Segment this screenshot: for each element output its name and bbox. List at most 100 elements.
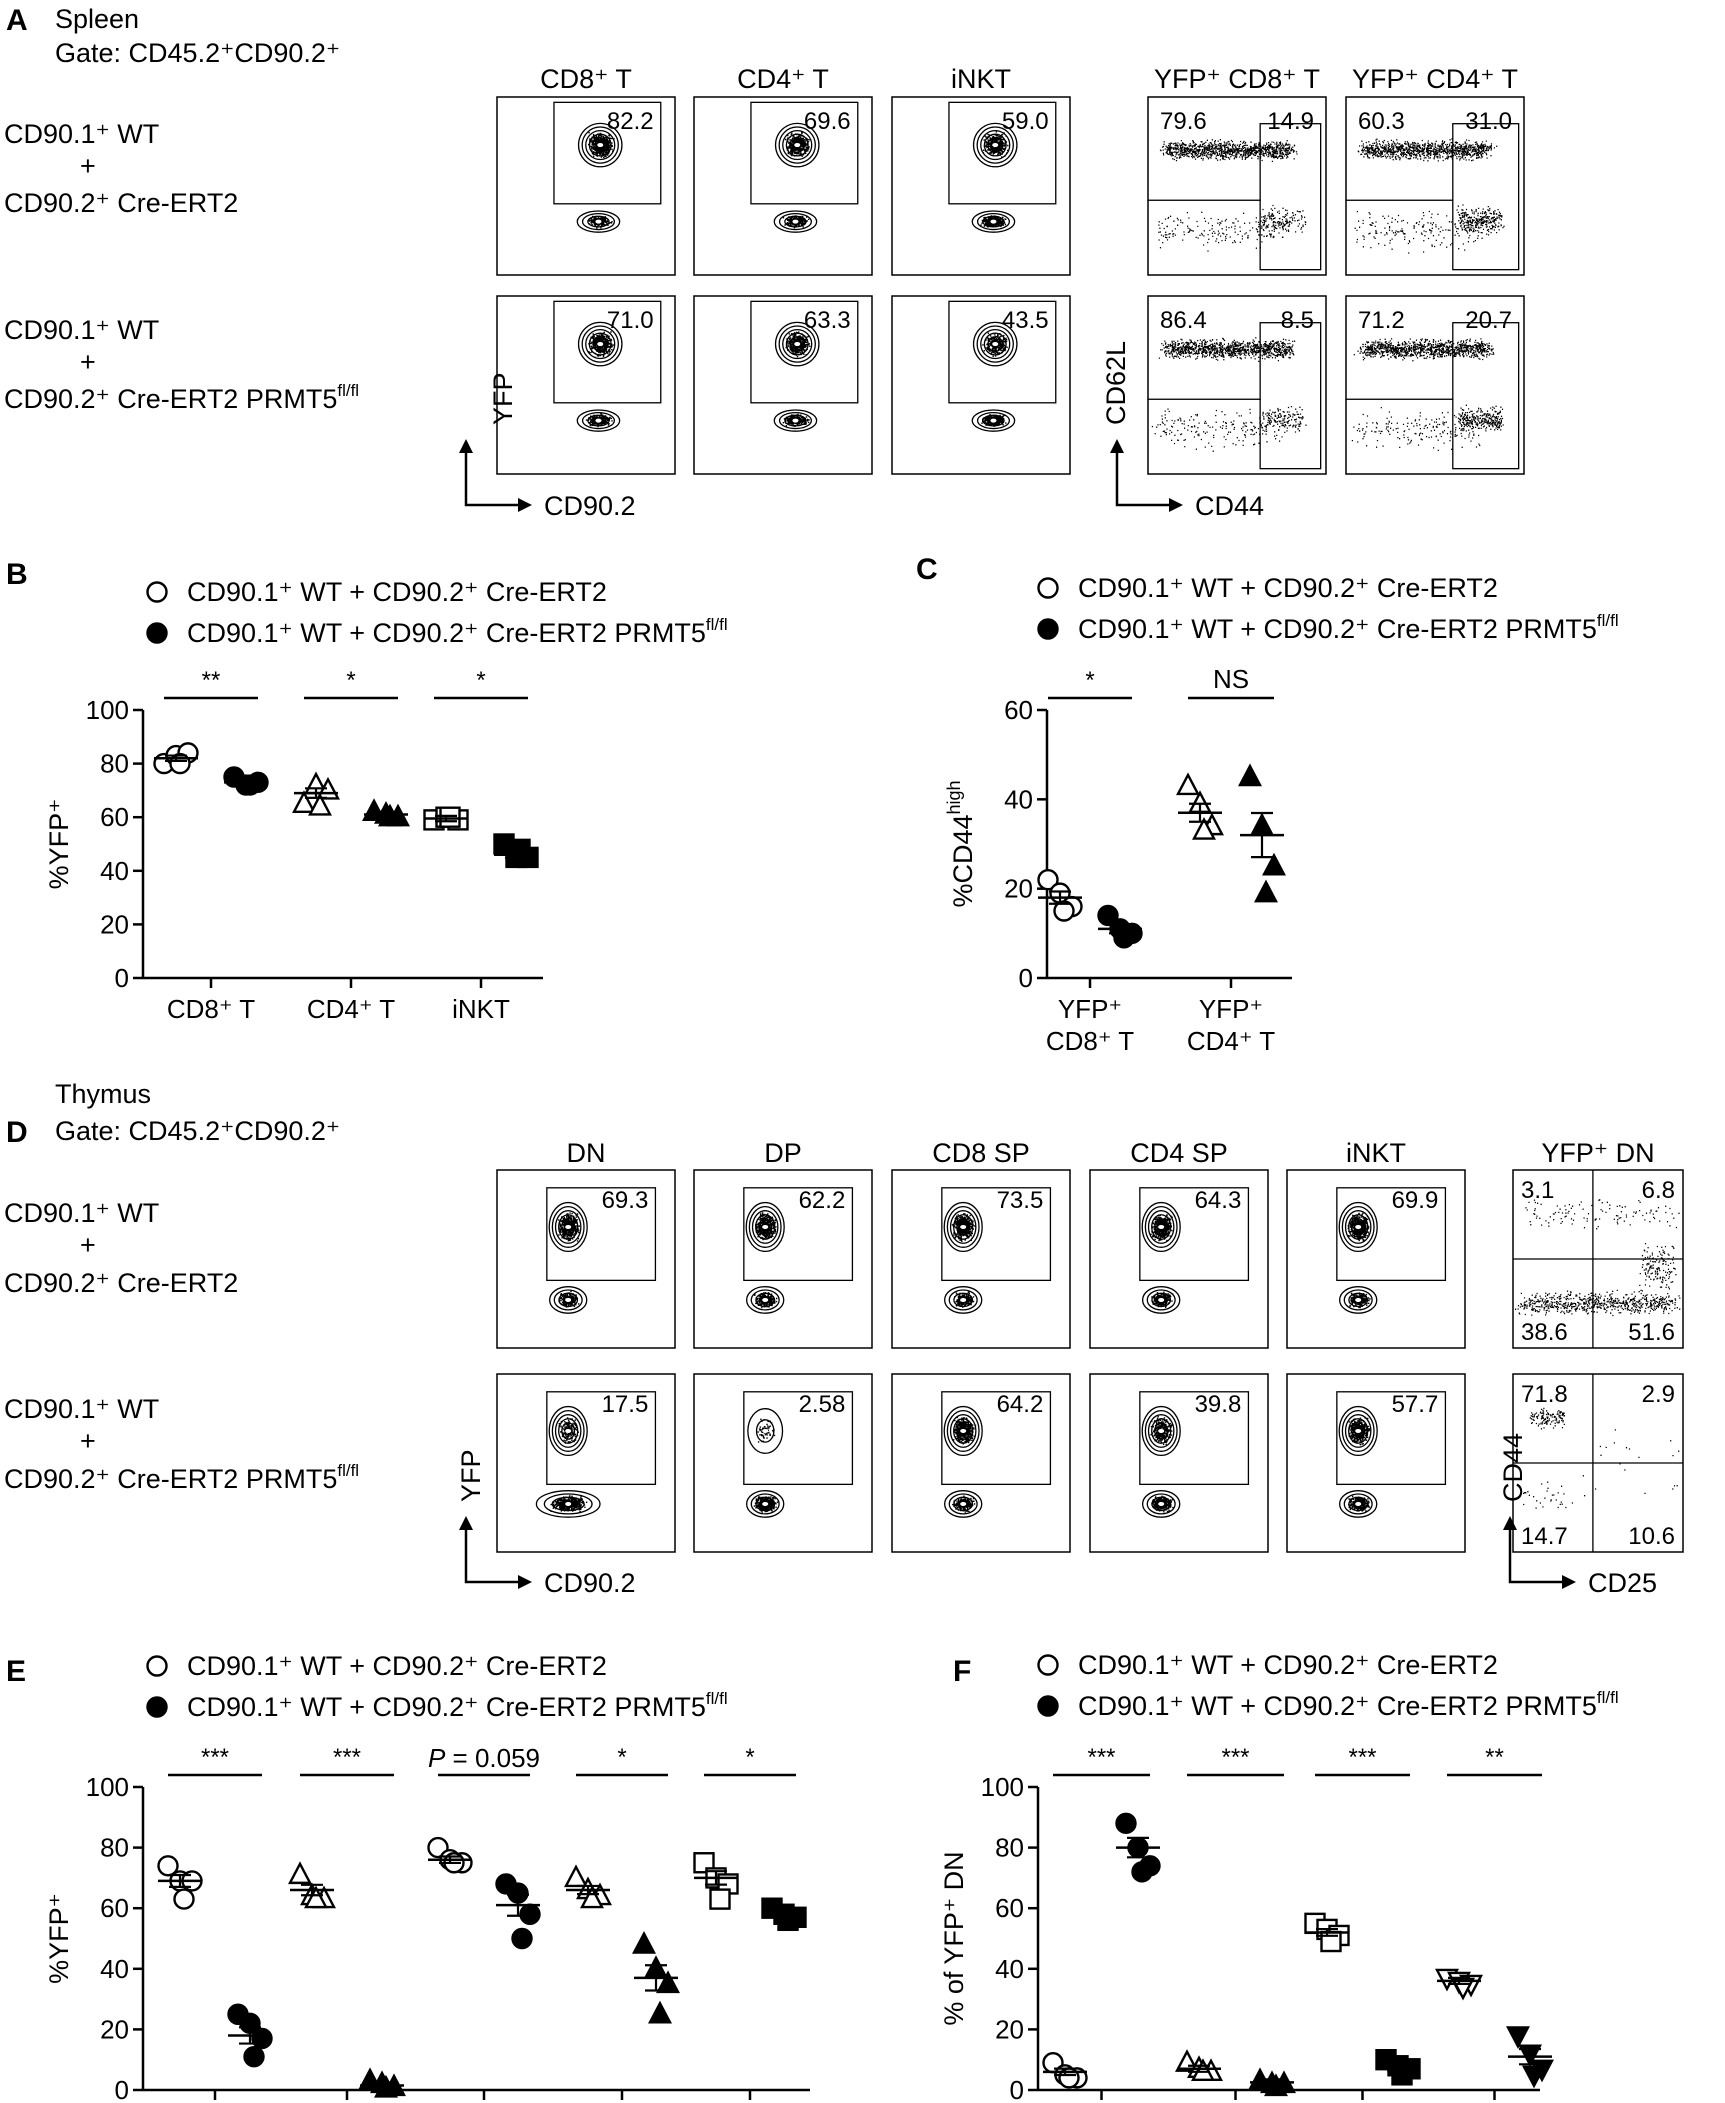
panel-d-contour-plot-contour: [559, 1499, 577, 1508]
panel-c-significance-label: NS: [1213, 664, 1249, 694]
panel-d-contour-plot-core: [762, 1501, 769, 1506]
panel-a-contour-plot-contour: [581, 126, 619, 164]
panel-d-contour-plot-contour: [944, 1490, 983, 1518]
panel-a-contour-plot-contour: [588, 133, 612, 157]
panel-d-contour-plot-contour: [1146, 1493, 1176, 1515]
panel-d-contour-plot-contour: [562, 1295, 574, 1304]
panel-e-y-label: %YFP⁺: [44, 1893, 74, 1984]
panel-d-contour-plot-contour: [1151, 1418, 1172, 1444]
panel-d-dot-axes-x-arrow: [1562, 1575, 1576, 1589]
panel-d-contour-plot-contour: [953, 1496, 974, 1512]
panel-a-quadrant-value: 8.5: [1281, 307, 1314, 334]
panel-a-contour-plot-contour: [778, 325, 816, 363]
panel-a-contour-axes-x-arrow: [518, 498, 532, 512]
panel-d-contour-plot-contour: [751, 1210, 779, 1244]
panel-a-contour-plot-contour: [971, 409, 1016, 432]
panel-d-dot-axes-y-arrow: [1503, 1516, 1517, 1530]
panel-f-legend-open-label: CD90.1⁺ WT + CD90.2⁺ Cre-ERT2: [1078, 1650, 1498, 1680]
panel-a-dot-axes-y-arrow: [1110, 439, 1124, 453]
panel-d-contour-plot-contour: [1338, 1201, 1378, 1253]
panel-e-y-tick-label: 40: [100, 1954, 129, 1984]
panel-a-contour-plot-contour: [581, 213, 616, 231]
panel-e-data-point: [709, 1888, 731, 1910]
panel-d-contour-plot-core: [762, 1297, 769, 1302]
panel-a-cd44-gate: [1452, 322, 1520, 470]
panel-a-contour-plot-contour: [581, 412, 616, 430]
panel-a-contour-plot-contour: [987, 137, 1004, 153]
panel-d-contour-plot-core: [1355, 1297, 1362, 1302]
panel-b-y-tick-label: 20: [100, 909, 129, 939]
panel-b-legend-filled-marker: [146, 622, 168, 644]
panel-d-contour-plot-core: [565, 1224, 572, 1229]
panel-a-contour-plot-contour: [972, 321, 1018, 367]
panel-d-contour-plot-contour: [946, 1409, 980, 1452]
panel-d-contour-plot-contour: [1341, 1205, 1375, 1248]
panel-b-y-tick-label: 100: [86, 695, 129, 725]
panel-a-contour-plot-contour: [587, 414, 610, 427]
panel-a-row2-line2: CD90.2⁺ Cre-ERT2 PRMT5fl/fl: [4, 381, 359, 414]
panel-d-dot-plot-dots: [1515, 1196, 1681, 1317]
panel-d-column-label: YFP⁺ DN: [1541, 1138, 1654, 1168]
panel-a-column-label: CD8⁺ T: [540, 64, 632, 94]
panel-a-contour-plot-contour: [990, 140, 1000, 150]
panel-e-legend-open-marker: [146, 1655, 168, 1677]
panel-b-y-tick-label: 0: [115, 963, 129, 993]
panel-b-error-bar: [375, 810, 397, 819]
panel-b-significance-label: *: [346, 667, 355, 694]
panel-d-contour-plot-contour: [551, 1496, 585, 1512]
panel-d-contour-plot-contour: [759, 1499, 771, 1508]
panel-d-contour-plot-contour: [1348, 1214, 1369, 1240]
panel-d-quadrant-value: 2.9: [1642, 1381, 1675, 1408]
panel-d-contour-plot-core: [960, 1428, 967, 1433]
panel-d-column-label: CD4 SP: [1130, 1138, 1228, 1168]
panel-a-contour-axes-y-arrow: [459, 439, 473, 453]
panel-c-data-point: [1097, 904, 1119, 927]
panel-a-contour-plot-contour: [592, 336, 609, 352]
panel-d-contour-plot-core: [960, 1501, 967, 1506]
panel-b-data-point: [439, 806, 461, 828]
panel-a-contour-plot-contour: [980, 328, 1011, 360]
panel-d-gate-value: 62.2: [799, 1187, 846, 1214]
panel-d-contour-plot-contour: [748, 1205, 782, 1248]
panel-e-error-bar: [301, 1883, 323, 1897]
panel-c-x-tick-label: YFP⁺: [1058, 994, 1122, 1024]
panel-d-contour-plot-core: [762, 1428, 769, 1433]
panel-c-legend-open-marker: [1037, 577, 1059, 599]
panel-c-data-point: [1254, 879, 1278, 903]
panel-a-gate-box: [750, 101, 859, 205]
panel-d-contour-plot-contour: [953, 1292, 974, 1308]
panel-a-contour-plot-core: [792, 418, 799, 423]
panel-d-contour-plot-contour: [543, 1493, 593, 1515]
panel-b-legend-open-marker: [146, 581, 168, 603]
panel-a-gate-value: 82.2: [607, 108, 654, 135]
panel-a-contour-plot-contour: [990, 339, 1000, 349]
panel-d-quadrant-value: 14.7: [1521, 1523, 1568, 1550]
panel-b-data-point: [509, 838, 531, 861]
panel-a-contour-plot-contour: [595, 339, 605, 349]
panel-d-contour-plot-contour: [755, 1419, 775, 1443]
panel-b-y-tick-label: 40: [100, 856, 129, 886]
panel-f-y-tick-label: 0: [1010, 2075, 1024, 2103]
panel-a-contour-plot-contour: [784, 215, 807, 228]
panel-d-contour-plot-contour: [1343, 1289, 1373, 1311]
panel-d-contour-plot-contour: [1344, 1210, 1372, 1244]
panel-d-contour-plot-contour: [1155, 1499, 1167, 1508]
panel-a-contour-plot-core: [990, 219, 997, 224]
panel-b-data-point: [292, 790, 316, 813]
panel-a-row1-line1: CD90.1⁺ WT: [4, 119, 159, 149]
panel-e-significance-label: P = 0.059: [428, 1743, 540, 1773]
panel-d-contour-plot-contour: [1339, 1286, 1378, 1314]
panel-d-row2-plus: +: [80, 1426, 96, 1456]
panel-a-contour-plot-contour: [982, 215, 1005, 228]
panel-d-quadrant-value: 51.6: [1628, 1319, 1675, 1346]
panel-a-gate-value: 69.6: [804, 108, 851, 135]
panel-d-gate-value: 64.2: [997, 1391, 1044, 1418]
panel-c-error-bar: [1251, 811, 1273, 859]
panel-d-contour-plot-contour: [957, 1295, 969, 1304]
panel-a-gate-box: [553, 101, 662, 205]
panel-a-contour-plot-contour: [778, 412, 813, 430]
panel-b-x-tick-label: CD4⁺ T: [307, 994, 395, 1024]
panel-c-error-bar: [1189, 802, 1211, 823]
panel-d-contour-plot-core: [960, 1297, 967, 1302]
panel-a-gate-box: [553, 300, 662, 404]
